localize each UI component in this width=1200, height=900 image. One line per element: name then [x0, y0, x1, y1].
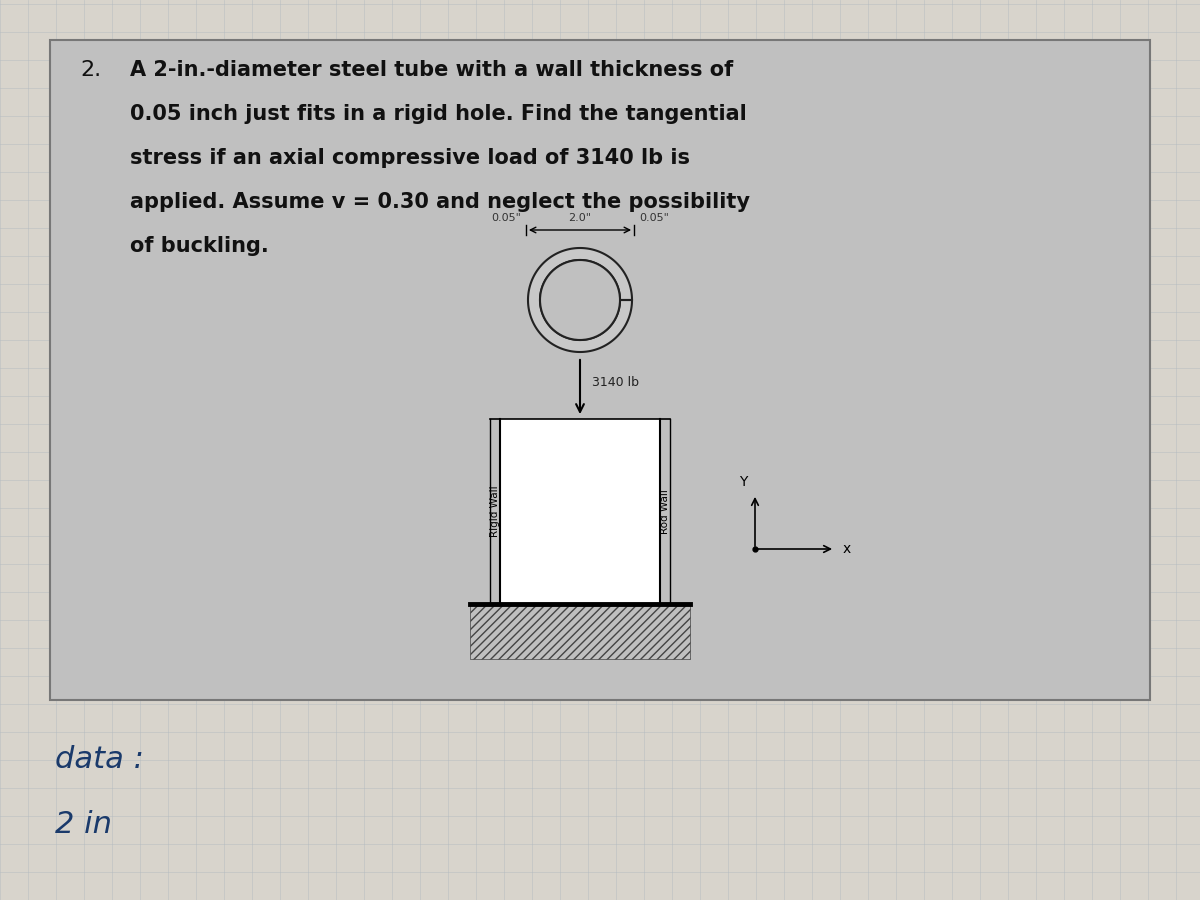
Text: 0.05": 0.05" [491, 213, 521, 223]
Text: Y: Y [739, 475, 748, 489]
Text: 2 in: 2 in [55, 810, 112, 839]
Text: x: x [842, 542, 851, 556]
Text: stress if an axial compressive load of 3140 lb is: stress if an axial compressive load of 3… [130, 148, 690, 168]
Bar [500, 419, 660, 604]
Bar [50, 40, 1150, 700]
Text: 0.05": 0.05" [640, 213, 668, 223]
Text: applied. Assume v = 0.30 and neglect the possibility: applied. Assume v = 0.30 and neglect the… [130, 192, 750, 212]
Text: A 2-in.-diameter steel tube with a wall thickness of: A 2-in.-diameter steel tube with a wall … [130, 60, 733, 80]
Text: 2.0": 2.0" [569, 213, 592, 223]
Polygon shape [528, 248, 632, 352]
Bar [470, 604, 690, 659]
Text: data :: data : [55, 745, 144, 774]
Text: Rigid Wall: Rigid Wall [490, 486, 500, 537]
Text: 2.: 2. [80, 60, 101, 80]
Text: 3140 lb: 3140 lb [592, 375, 640, 389]
Circle shape [540, 260, 620, 340]
Text: 0.05 inch just fits in a rigid hole. Find the tangential: 0.05 inch just fits in a rigid hole. Fin… [130, 104, 746, 124]
Text: of buckling.: of buckling. [130, 236, 269, 256]
Text: Rod Wall: Rod Wall [660, 489, 670, 534]
